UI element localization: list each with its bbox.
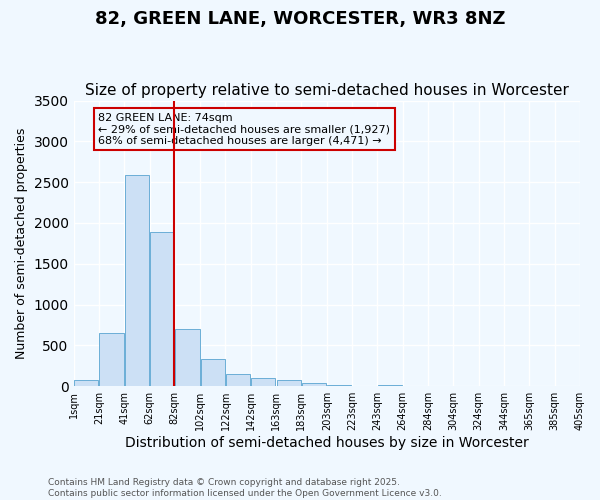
Bar (201, 360, 225, 386)
Bar (125, 175, 149, 386)
X-axis label: Distribution of semi-detached houses by size in Worcester: Distribution of semi-detached houses by … (125, 436, 529, 450)
Bar (226, 374, 250, 386)
Text: 82 GREEN LANE: 74sqm
← 29% of semi-detached houses are smaller (1,927)
68% of se: 82 GREEN LANE: 74sqm ← 29% of semi-detac… (98, 113, 391, 146)
Bar (302, 383, 326, 386)
Bar (277, 380, 301, 386)
Bar (74, 380, 98, 386)
Bar (150, 232, 174, 386)
Bar (328, 384, 352, 386)
Bar (100, 333, 124, 386)
Text: 82, GREEN LANE, WORCESTER, WR3 8NZ: 82, GREEN LANE, WORCESTER, WR3 8NZ (95, 10, 505, 28)
Y-axis label: Number of semi-detached properties: Number of semi-detached properties (15, 128, 28, 359)
Bar (175, 329, 200, 386)
Text: Contains HM Land Registry data © Crown copyright and database right 2025.
Contai: Contains HM Land Registry data © Crown c… (48, 478, 442, 498)
Title: Size of property relative to semi-detached houses in Worcester: Size of property relative to semi-detach… (85, 83, 569, 98)
Bar (251, 378, 275, 386)
